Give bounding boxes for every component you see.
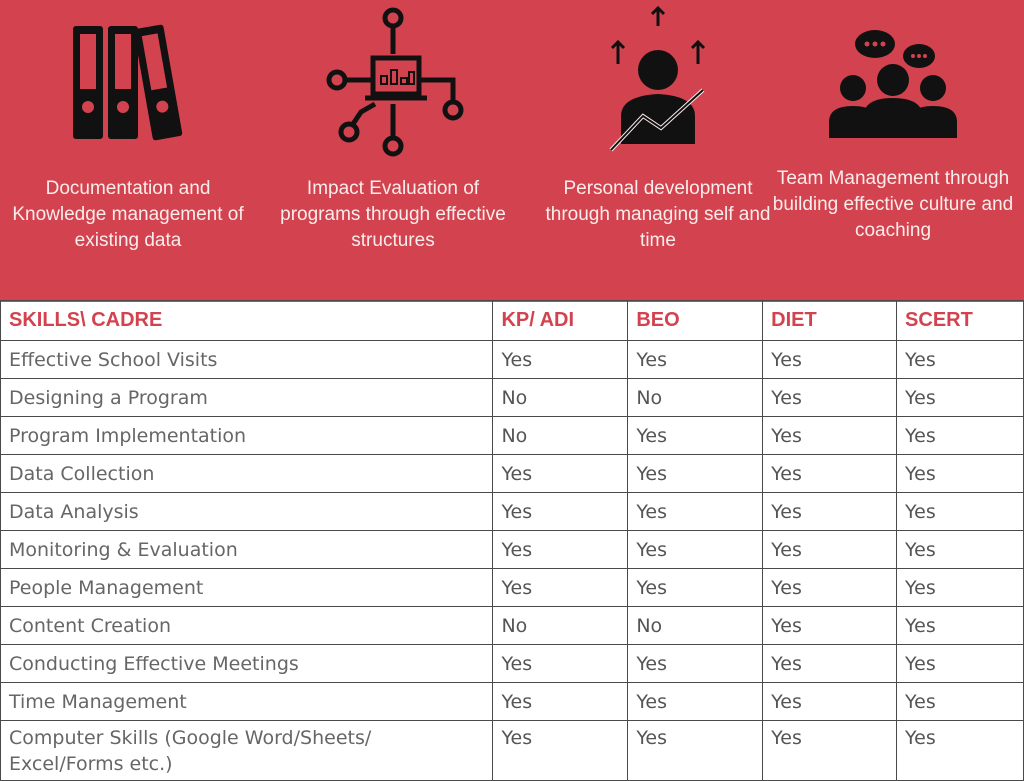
cadre-value-cell: Yes (762, 530, 898, 569)
network-laptop-icon (326, 7, 464, 157)
cadre-value-cell: Yes (762, 720, 898, 781)
table-row: Designing a Program No No Yes Yes (0, 378, 1024, 417)
cadre-value-cell: No (627, 378, 764, 417)
cadre-value-cell: Yes (492, 720, 629, 781)
table-row: Content Creation No No Yes Yes (0, 606, 1024, 645)
theme-documentation: Documentation and Knowledge management o… (0, 0, 256, 302)
cadre-value-cell: Yes (896, 720, 1024, 781)
table-row: Data Collection Yes Yes Yes Yes (0, 454, 1024, 493)
cadre-value-cell: Yes (492, 492, 629, 531)
skill-cell: Program Implementation (0, 416, 494, 455)
cadre-value-cell: Yes (627, 720, 764, 781)
cadre-value-cell: Yes (762, 454, 898, 493)
table-header-row: SKILLS\ CADRE KP/ ADI BEO DIET SCERT (0, 300, 1024, 341)
cadre-value-cell: Yes (896, 416, 1024, 455)
cadre-value-cell: No (492, 378, 629, 417)
cadre-value-cell: Yes (627, 454, 764, 493)
table-row: Program Implementation No Yes Yes Yes (0, 416, 1024, 455)
cadre-value-cell: Yes (627, 492, 764, 531)
cadre-value-cell: Yes (762, 416, 898, 455)
cadre-value-cell: Yes (492, 340, 629, 379)
table-row: Time Management Yes Yes Yes Yes (0, 682, 1024, 721)
skill-cell: Designing a Program (0, 378, 494, 417)
cadre-value-cell: Yes (896, 340, 1024, 379)
person-growth-icon (609, 5, 706, 152)
cadre-value-cell: Yes (896, 568, 1024, 607)
skill-cell: Data Collection (0, 454, 494, 493)
cadre-value-cell: No (492, 606, 629, 645)
table-row: People Management Yes Yes Yes Yes (0, 568, 1024, 607)
cadre-value-cell: Yes (896, 682, 1024, 721)
column-header: DIET (762, 300, 898, 341)
cadre-value-cell: No (627, 606, 764, 645)
skill-cell: People Management (0, 568, 494, 607)
column-header: BEO (627, 300, 764, 341)
skill-cell: Content Creation (0, 606, 494, 645)
theme-team-management: Team Management through building effecti… (765, 0, 1021, 302)
theme-caption: Team Management through building effecti… (772, 168, 1014, 241)
theme-caption: Personal development through managing se… (545, 178, 771, 251)
table-row: Monitoring & Evaluation Yes Yes Yes Yes (0, 530, 1024, 569)
team-chat-icon (829, 30, 957, 138)
cadre-value-cell: Yes (492, 530, 629, 569)
column-header: KP/ ADI (492, 300, 629, 341)
table-row: Conducting Effective Meetings Yes Yes Yes Ye… (0, 644, 1024, 683)
table-row: Computer Skills (Google Word/Sheets/ Exc… (0, 720, 1024, 781)
cadre-value-cell: Yes (896, 530, 1024, 569)
theme-impact-evaluation: Impact Evaluation of programs through ef… (265, 0, 521, 302)
column-header: SKILLS\ CADRE (0, 300, 494, 341)
theme-caption: Documentation and Knowledge management o… (12, 178, 244, 251)
cadre-value-cell: Yes (492, 682, 629, 721)
cadre-value-cell: Yes (762, 492, 898, 531)
cadre-value-cell: Yes (762, 378, 898, 417)
cadre-value-cell: No (492, 416, 629, 455)
cadre-value-cell: Yes (627, 340, 764, 379)
cadre-value-cell: Yes (896, 644, 1024, 683)
themes-banner: Documentation and Knowledge management o… (0, 0, 1024, 302)
cadre-value-cell: Yes (627, 644, 764, 683)
skill-cell: Effective School Visits (0, 340, 494, 379)
binders-icon (73, 24, 183, 141)
skill-cell: Computer Skills (Google Word/Sheets/ Exc… (0, 720, 494, 781)
table-row: Data Analysis Yes Yes Yes Yes (0, 492, 1024, 531)
cadre-value-cell: Yes (896, 454, 1024, 493)
cadre-value-cell: Yes (492, 454, 629, 493)
cadre-value-cell: Yes (896, 492, 1024, 531)
skill-cell: Data Analysis (0, 492, 494, 531)
skill-cell: Conducting Effective Meetings (0, 644, 494, 683)
cadre-value-cell: Yes (492, 644, 629, 683)
cadre-value-cell: Yes (627, 416, 764, 455)
cadre-value-cell: Yes (627, 568, 764, 607)
theme-caption: Impact Evaluation of programs through ef… (280, 178, 506, 251)
skill-cell: Time Management (0, 682, 494, 721)
column-header: SCERT (896, 300, 1024, 341)
skill-cell: Monitoring & Evaluation (0, 530, 494, 569)
skills-table: SKILLS\ CADRE KP/ ADI BEO DIET SCERT Effecti… (0, 300, 1024, 781)
cadre-value-cell: Yes (762, 606, 898, 645)
theme-personal-development: Personal development through managing se… (530, 0, 786, 302)
cadre-value-cell: Yes (762, 644, 898, 683)
cadre-value-cell: Yes (627, 682, 764, 721)
cadre-value-cell: Yes (762, 682, 898, 721)
cadre-value-cell: Yes (896, 378, 1024, 417)
table-row: Effective School Visits Yes Yes Yes Yes (0, 340, 1024, 379)
cadre-value-cell: Yes (896, 606, 1024, 645)
cadre-value-cell: Yes (762, 340, 898, 379)
cadre-value-cell: Yes (762, 568, 898, 607)
cadre-value-cell: Yes (492, 568, 629, 607)
cadre-value-cell: Yes (627, 530, 764, 569)
